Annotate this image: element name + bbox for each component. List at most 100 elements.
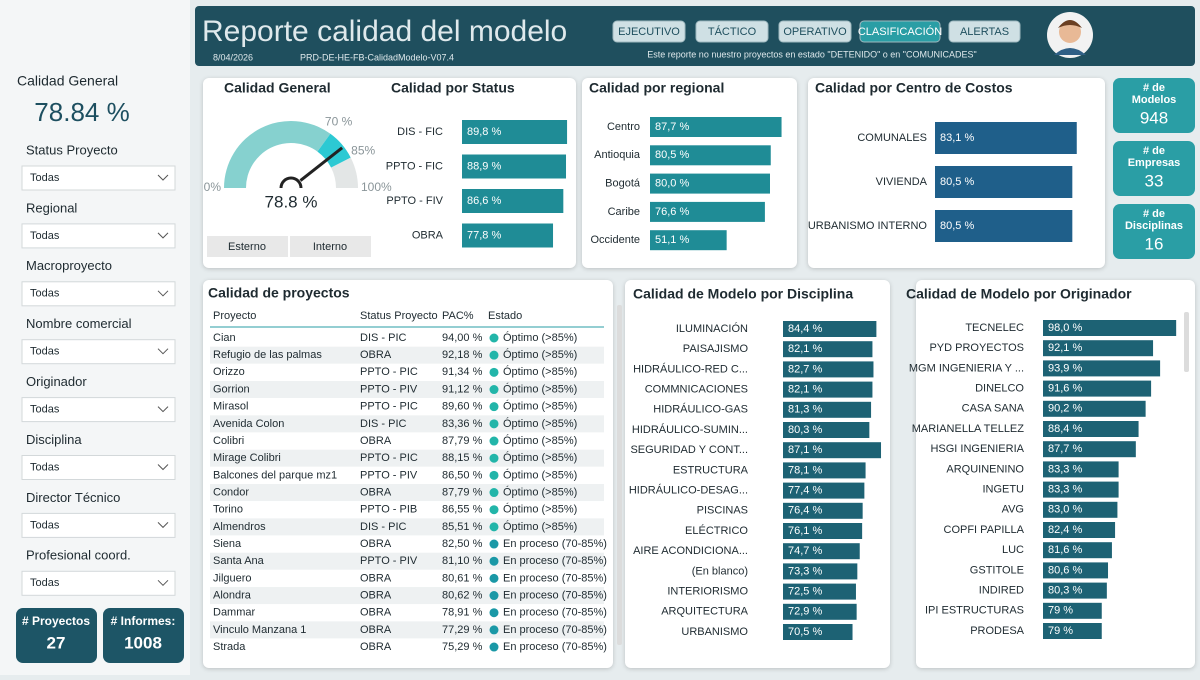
- chart-title: Calidad por regional: [589, 80, 724, 96]
- cell: Óptimo (>85%): [503, 485, 577, 498]
- cell: OBRA: [360, 589, 392, 601]
- status-dot: [489, 539, 499, 549]
- cell: OBRA: [360, 435, 392, 447]
- tab[interactable]: [612, 20, 686, 43]
- category-label: PYD PROYECTOS: [929, 342, 1024, 354]
- dropdown[interactable]: [21, 165, 176, 191]
- cell: PPTO - PIC: [360, 452, 418, 464]
- cell: En proceso (70-85%): [503, 589, 607, 601]
- filter-label: Status Proyecto: [26, 142, 118, 157]
- gauge-needle: [299, 146, 344, 182]
- chart-title: Calidad por Centro de Costos: [815, 80, 1013, 96]
- bar: [1043, 582, 1107, 599]
- tab-label: CLASIFICACIÓN: [858, 25, 942, 38]
- value-label: 88,4 %: [1048, 423, 1082, 435]
- category-label: ILUMINACIÓN: [676, 322, 748, 335]
- value-label: 79 %: [1048, 605, 1073, 617]
- cell: PPTO - PIC: [360, 366, 418, 378]
- status-dot: [489, 625, 499, 635]
- value-label: 76,4 %: [788, 505, 822, 517]
- bar: [783, 482, 865, 499]
- value-label: 82,4 %: [1048, 524, 1082, 536]
- gauge-button[interactable]: [207, 236, 288, 257]
- dropdown[interactable]: [21, 570, 176, 596]
- kpi-card: [1113, 78, 1195, 133]
- bar: [462, 154, 567, 179]
- chevron: [157, 348, 169, 355]
- category-label: MARIANELLA TELLEZ: [912, 423, 1025, 435]
- value-label: 74,7 %: [788, 545, 822, 557]
- category-label: HSGI INGENIERIA: [930, 443, 1024, 455]
- cell: En proceso (70-85%): [503, 555, 607, 567]
- tab[interactable]: [778, 20, 852, 43]
- bar: [783, 401, 872, 418]
- status-dot: [489, 642, 499, 652]
- category-label: HIDRÁULICO-SUMIN...: [632, 423, 748, 436]
- bar: [650, 173, 770, 194]
- kpi-label: Calidad General: [17, 73, 118, 89]
- category-label: LUC: [1002, 544, 1024, 556]
- bar: [1043, 481, 1119, 498]
- status-dot: [489, 436, 499, 446]
- bar: [783, 502, 863, 519]
- filter-label: Profesional coord.: [26, 548, 131, 563]
- status-dot: [489, 367, 499, 377]
- gauge-hub: [279, 176, 303, 189]
- kpi-card-value: 1008: [124, 633, 162, 652]
- bar: [650, 145, 771, 166]
- dropdown[interactable]: [21, 281, 176, 307]
- bar: [783, 563, 858, 580]
- value-label: 84,4 %: [788, 323, 822, 335]
- cell: En proceso (70-85%): [503, 624, 607, 636]
- category-label: IPI ESTRUCTURAS: [925, 605, 1024, 617]
- cell: Óptimo (>85%): [503, 417, 577, 430]
- chevron: [157, 290, 169, 297]
- scrollbar[interactable]: [1184, 312, 1189, 372]
- cell: En proceso (70-85%): [503, 572, 607, 584]
- category-label: PISCINAS: [697, 505, 748, 517]
- avatar-hair: [1058, 20, 1082, 28]
- kpi-card: [16, 608, 97, 663]
- value-label: 83,3 %: [1048, 484, 1082, 496]
- dropdown[interactable]: [21, 339, 176, 365]
- cell: En proceso (70-85%): [503, 607, 607, 619]
- dropdown[interactable]: [21, 512, 176, 538]
- filter-label: Macroproyecto: [26, 258, 112, 273]
- scrollbar[interactable]: [617, 305, 622, 645]
- category-label: PRODESA: [970, 625, 1024, 637]
- cell: 75,29 %: [442, 641, 483, 653]
- column-header: PAC%: [442, 310, 474, 322]
- tab[interactable]: [948, 20, 1021, 43]
- kpi-card-value: 27: [47, 633, 66, 652]
- dropdown-value: Todas: [30, 172, 60, 184]
- bar: [783, 603, 857, 620]
- dropdown-value: Todas: [30, 230, 60, 242]
- gauge-title: Calidad General: [224, 80, 331, 96]
- row-shade: [210, 381, 604, 399]
- value-label: 80,5 %: [940, 176, 974, 188]
- dropdown[interactable]: [21, 455, 176, 480]
- status-dot: [489, 488, 499, 498]
- cell: Óptimo (>85%): [503, 434, 577, 447]
- cell: Cian: [213, 332, 236, 344]
- title: Reporte calidad del modelo: [202, 15, 567, 48]
- dropdown[interactable]: [21, 223, 176, 249]
- kpi-card-label: # de: [1143, 208, 1165, 220]
- kpi-card-label: Disciplinas: [1125, 220, 1183, 232]
- category-label: PPTO - FIV: [386, 195, 443, 207]
- column-header: Estado: [488, 310, 522, 322]
- dropdown[interactable]: [21, 397, 176, 423]
- category-label: SEGURIDAD Y CONT...: [630, 444, 748, 456]
- tab[interactable]: [859, 20, 941, 43]
- code: PRD-DE-HE-FB-CalidadModelo-V07.4: [300, 52, 454, 62]
- bar: [935, 122, 1077, 154]
- bar: [1043, 522, 1116, 538]
- cell: Torino: [213, 504, 243, 516]
- gauge-band: [224, 120, 331, 188]
- bar: [783, 624, 853, 640]
- status-dot: [489, 402, 499, 412]
- gauge-button[interactable]: [290, 236, 371, 257]
- bar: [783, 583, 856, 600]
- cell: 81,10 %: [442, 555, 483, 567]
- tab[interactable]: [695, 20, 769, 43]
